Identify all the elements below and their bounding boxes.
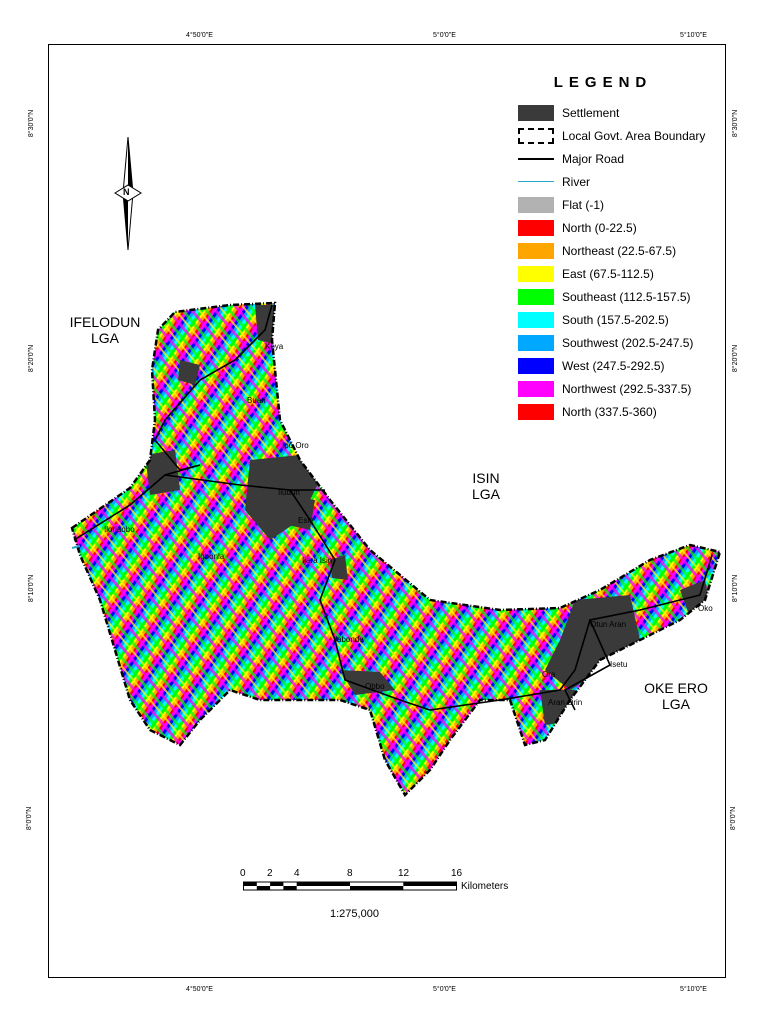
legend-item: South (157.5-202.5) — [518, 308, 728, 331]
town-label: Obbo — [365, 682, 385, 691]
tick-top-3: 5°10'0"E — [680, 32, 707, 39]
legend-item: Local Govt. Area Boundary — [518, 124, 728, 147]
scale-ratio: 1:275,000 — [330, 908, 379, 920]
town-label: Oko — [698, 604, 713, 613]
town-label: Esie — [298, 516, 314, 525]
north-arrow-icon — [114, 136, 142, 251]
legend-swatch — [518, 357, 554, 374]
road-north — [73, 304, 273, 541]
legend-swatch — [518, 181, 554, 182]
legend-item: River — [518, 170, 728, 193]
scale-label: 12 — [398, 868, 410, 879]
legend-swatch — [518, 380, 554, 397]
town-label: Iloriaqbo — [104, 525, 135, 534]
town-label: Ora — [542, 670, 556, 679]
legend-swatch — [518, 265, 554, 282]
road-south-east — [289, 489, 713, 711]
scale-label: 4 — [294, 868, 300, 879]
legend-title: LEGEND — [553, 74, 653, 91]
town-label: Otun Aran — [590, 620, 627, 629]
legend-swatch — [518, 127, 554, 144]
legend-label: Local Govt. Area Boundary — [562, 128, 706, 143]
scale-label: 2 — [267, 868, 273, 879]
legend-label: South (157.5-202.5) — [562, 312, 669, 327]
legend-item: Major Road — [518, 147, 728, 170]
legend-label: Major Road — [562, 151, 625, 166]
town-label: Ilabonde — [333, 635, 364, 644]
legend-item: Northeast (22.5-67.5) — [518, 239, 728, 262]
legend-swatch — [518, 104, 554, 121]
scale-label: 8 — [347, 868, 353, 879]
tick-top-1: 4°50'0"E — [186, 32, 213, 39]
scale-label: 0 — [240, 868, 246, 879]
legend-swatch — [518, 196, 554, 213]
legend-item: Southeast (112.5-157.5) — [518, 285, 728, 308]
legend-swatch — [518, 242, 554, 259]
legend-item: Southwest (202.5-247.5) — [518, 331, 728, 354]
scale-bar-graphic — [243, 881, 457, 891]
legend-label: Flat (-1) — [562, 197, 604, 212]
legend-item: Settlement — [518, 101, 728, 124]
legend: LEGEND Settlement Local Govt. Area Bounda… — [518, 74, 728, 423]
settlement-esie — [288, 495, 315, 530]
lga-label-oke-ero: OKE ERO LGA — [644, 680, 708, 712]
town-label: Isetu — [610, 660, 628, 669]
legend-label: Northeast (22.5-67.5) — [562, 243, 677, 258]
legend-item: North (337.5-360) — [518, 400, 728, 423]
legend-label: River — [562, 174, 591, 189]
legend-item: West (247.5-292.5) — [518, 354, 728, 377]
legend-label: North (337.5-360) — [562, 404, 657, 419]
town-label: Ipo Oro — [282, 441, 309, 450]
legend-swatch — [518, 311, 554, 328]
scale-unit: Kilometers — [461, 881, 509, 892]
legend-label: Settlement — [562, 105, 620, 120]
legend-swatch — [518, 288, 554, 305]
legend-rows: Settlement Local Govt. Area Boundary Major… — [518, 101, 728, 423]
north-letter: N — [123, 187, 130, 197]
town-label: Buari — [247, 396, 266, 405]
river — [71, 545, 81, 549]
settlement-otun-aran — [545, 595, 640, 690]
tick-top-2: 5°0'0"E — [433, 32, 456, 39]
legend-label: Northwest (292.5-337.5) — [562, 381, 692, 396]
legend-item: Flat (-1) — [518, 193, 728, 216]
legend-label: Southeast (112.5-157.5) — [562, 289, 691, 304]
legend-swatch — [518, 219, 554, 236]
legend-item: Northwest (292.5-337.5) — [518, 377, 728, 400]
settlement-koya — [255, 305, 280, 345]
legend-swatch — [518, 334, 554, 351]
lga-label-ifelodun: IFELODUN LGA — [69, 314, 141, 346]
legend-label: West (247.5-292.5) — [562, 358, 665, 373]
tick-bottom-2: 5°0'0"E — [433, 986, 456, 993]
scale-label: 16 — [451, 868, 463, 879]
settlement-obbo — [340, 670, 395, 695]
town-label: Iludun — [278, 488, 300, 497]
legend-item: North (0-22.5) — [518, 216, 728, 239]
legend-item: East (67.5-112.5) — [518, 262, 728, 285]
settlement-north — [178, 360, 200, 385]
legend-label: North (0-22.5) — [562, 220, 637, 235]
town-label: Aran Orin — [548, 698, 583, 707]
legend-label: Southwest (202.5-247.5) — [562, 335, 694, 350]
town-label: Igbonla — [198, 552, 225, 561]
lga-label-isin: ISIN LGA — [471, 470, 500, 502]
road-aran — [563, 619, 612, 711]
legend-swatch — [518, 157, 554, 160]
town-label: Koya — [265, 342, 284, 351]
town-label: Ijara Isin — [302, 556, 333, 565]
tick-bottom-3: 5°10'0"E — [680, 986, 707, 993]
tick-bottom-1: 4°50'0"E — [186, 986, 213, 993]
legend-label: East (67.5-112.5) — [562, 266, 654, 281]
road-iludun — [164, 474, 325, 491]
settlement-iludun — [245, 455, 320, 540]
legend-swatch — [518, 403, 554, 420]
